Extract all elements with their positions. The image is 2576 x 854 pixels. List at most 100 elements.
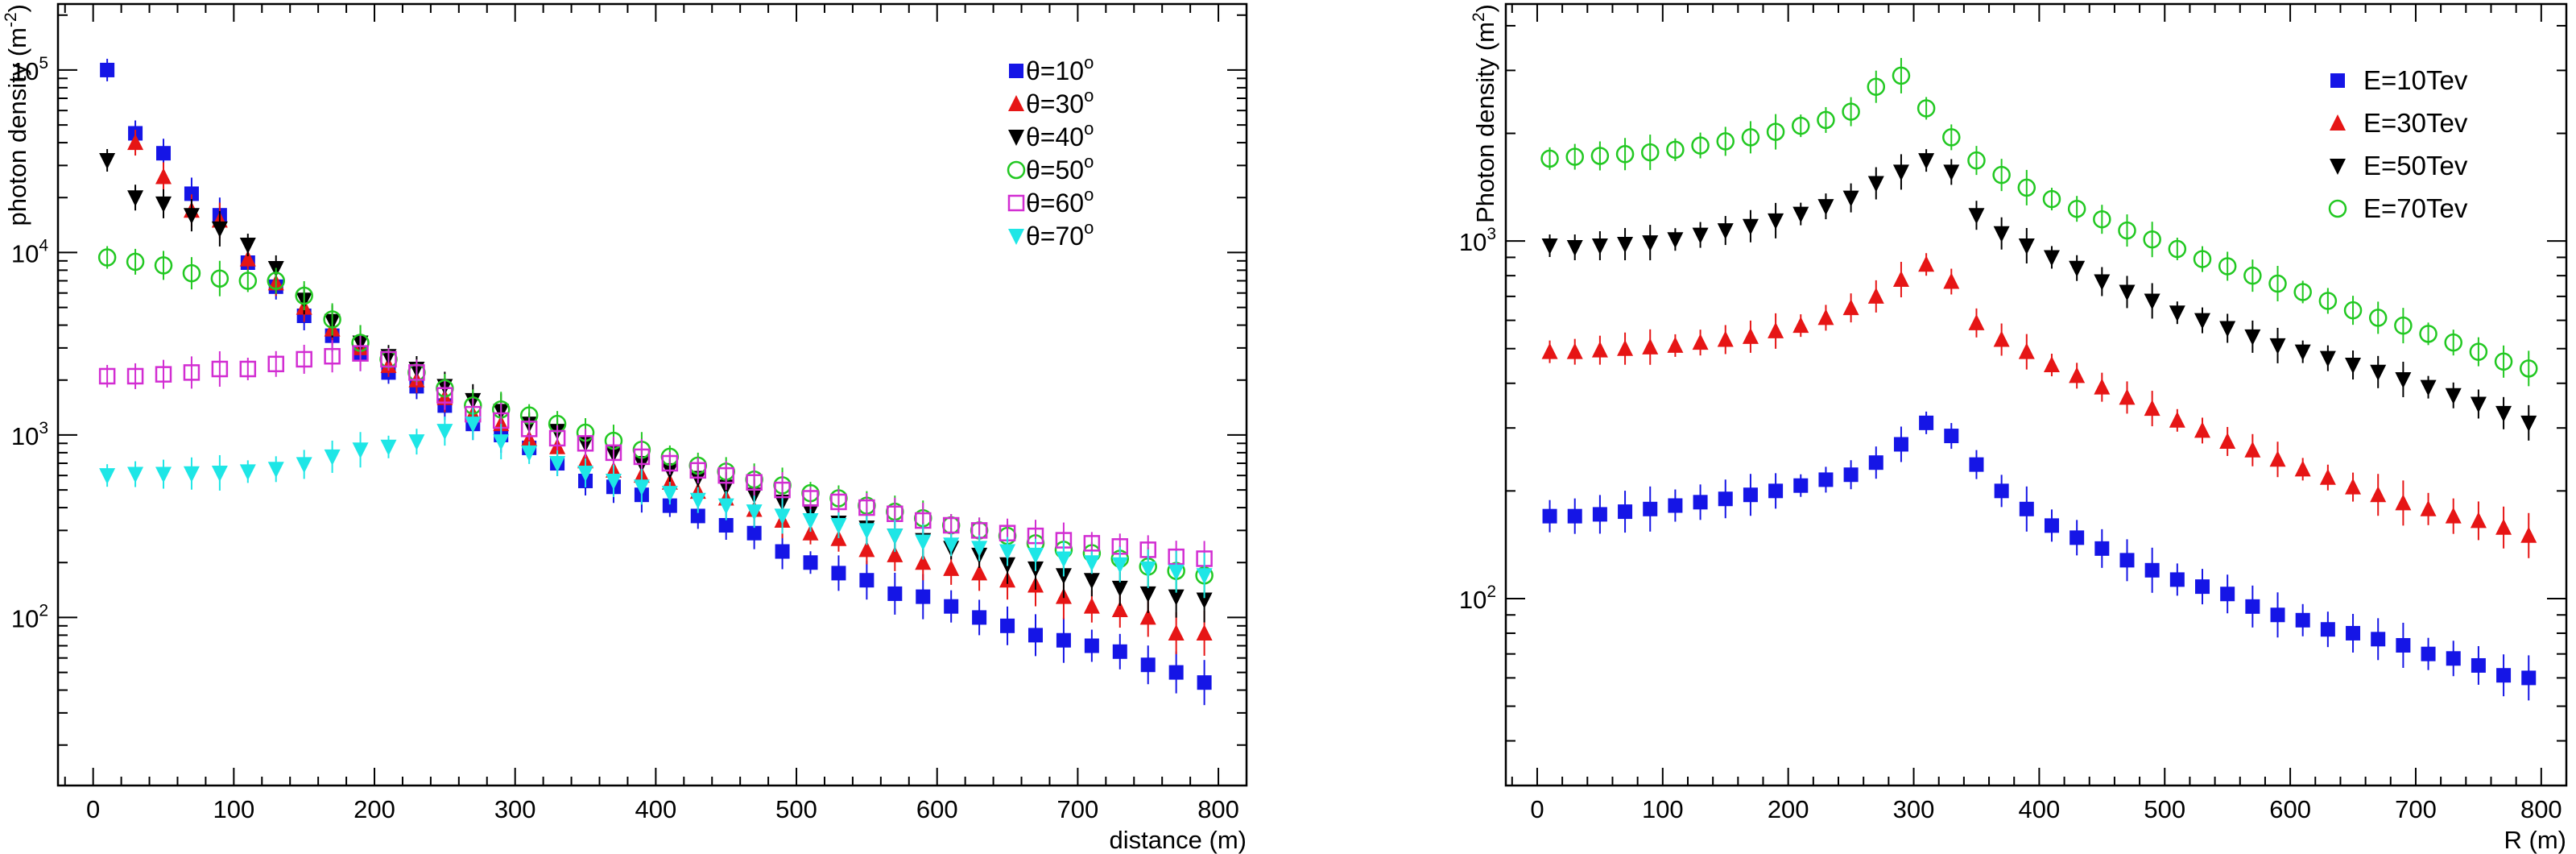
data-point (1567, 508, 1582, 524)
data-point (689, 492, 706, 509)
data-point (2093, 209, 2111, 229)
data-point (1742, 327, 1759, 344)
x-tick-label: 800 (2520, 795, 2562, 823)
data-point (2294, 344, 2311, 361)
data-point (436, 387, 453, 404)
data-point (1792, 206, 1809, 223)
y-tick-label: 104 (11, 236, 48, 267)
data-point (1717, 330, 1734, 347)
series-group (1540, 57, 2538, 387)
data-point (633, 448, 651, 466)
data-point (2419, 325, 2437, 343)
data-point (127, 466, 144, 483)
legend-entry: θ=70o (1026, 218, 1094, 251)
data-point (746, 504, 763, 521)
data-point (156, 146, 172, 161)
data-point (210, 269, 229, 288)
data-point (1541, 238, 1558, 255)
data-point (1084, 638, 1099, 653)
data-point (831, 566, 846, 581)
data-point (352, 442, 369, 459)
data-point (1919, 415, 1934, 430)
data-point (352, 345, 369, 362)
x-axis-label: R (m) (2504, 826, 2566, 854)
data-point (718, 518, 734, 533)
data-point (1768, 213, 1784, 230)
data-point (520, 421, 538, 437)
data-point (1168, 564, 1185, 581)
data-point (1542, 508, 1557, 524)
data-point (1718, 491, 1733, 507)
data-point (2343, 301, 2363, 320)
legend-marker (1008, 95, 1024, 111)
data-point (1717, 223, 1734, 240)
data-point (2044, 518, 2059, 533)
data-point (2244, 441, 2261, 458)
data-point (690, 508, 705, 524)
data-point (296, 457, 312, 474)
data-point (605, 444, 622, 462)
data-point (2094, 541, 2110, 556)
data-point (1083, 555, 1100, 572)
data-point (971, 564, 988, 581)
data-point (2194, 313, 2211, 330)
x-tick-label: 700 (2395, 795, 2437, 823)
data-point (662, 498, 677, 513)
legend-marker (2330, 114, 2346, 131)
data-point (2195, 579, 2210, 595)
y-tick-label: 102 (1459, 582, 1496, 614)
data-point (1968, 313, 1985, 330)
data-point (2445, 507, 2462, 524)
data-point (239, 464, 256, 481)
data-point (127, 134, 144, 151)
legend-marker (2330, 159, 2346, 175)
data-point (2270, 607, 2285, 623)
data-point (1967, 151, 1986, 170)
legend: E=10Tev E=30Tev E=50Tev E=70Tev (2328, 65, 2468, 223)
data-point (2220, 587, 2235, 602)
data-point (408, 434, 425, 451)
data-point (238, 272, 258, 290)
data-point (943, 559, 960, 576)
legend-entry: E=30Tev (2363, 108, 2468, 138)
data-point (1139, 561, 1156, 578)
data-point (1943, 272, 1960, 289)
data-point (2495, 518, 2512, 535)
data-point (2017, 178, 2036, 197)
data-point (858, 499, 875, 516)
data-point (1196, 624, 1213, 640)
legend-marker (1008, 130, 1024, 146)
data-point (1590, 147, 1610, 165)
data-point (465, 417, 482, 433)
data-point (802, 490, 819, 507)
y-axis-label: Photon density (m2) (1470, 4, 1499, 223)
data-point (2169, 411, 2185, 428)
data-point (2520, 526, 2537, 543)
legend-entry: θ=50o (1026, 151, 1094, 184)
data-point (183, 208, 200, 225)
data-point (1112, 644, 1127, 659)
legend-entry: E=10Tev (2363, 65, 2468, 95)
data-point (802, 524, 819, 541)
data-point (2368, 309, 2388, 327)
data-point (436, 424, 453, 441)
data-point (2144, 562, 2160, 578)
data-point (2519, 359, 2538, 378)
data-point (127, 190, 144, 207)
data-point (717, 466, 734, 484)
x-tick-label: 0 (86, 795, 100, 823)
data-point (2470, 512, 2487, 529)
data-point (2370, 364, 2387, 381)
data-point (155, 168, 172, 184)
legend-entry: E=70Tev (2363, 193, 2468, 223)
data-point (521, 445, 538, 462)
data-point (1111, 580, 1128, 597)
data-point (1867, 176, 1884, 193)
data-point (916, 589, 931, 604)
data-point (661, 454, 679, 472)
data-point (1541, 342, 1558, 359)
data-point (1691, 136, 1710, 155)
data-point (2067, 199, 2086, 218)
data-point (239, 250, 256, 267)
